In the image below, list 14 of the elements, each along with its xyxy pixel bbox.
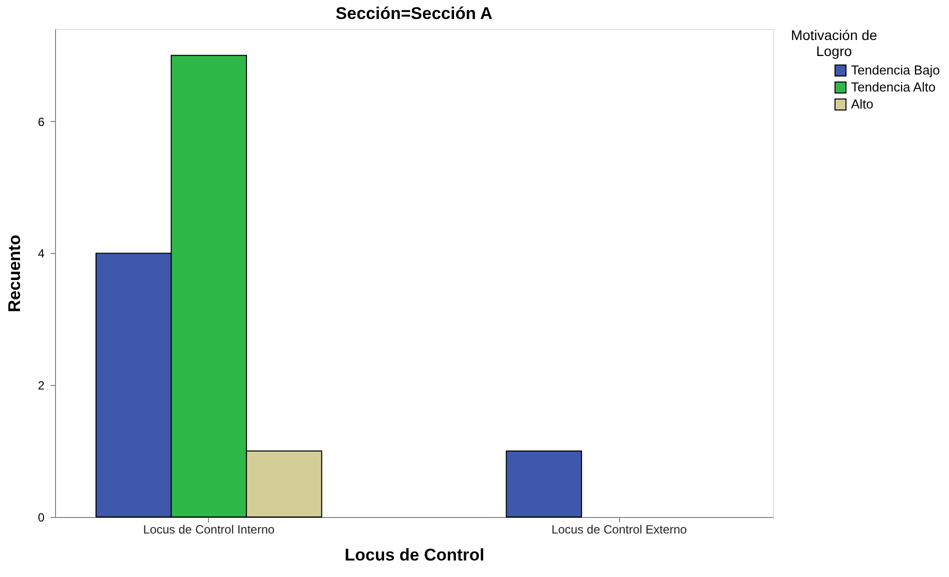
y-tick-label: 2 [38,378,45,393]
chart-title: Sección=Sección A [336,4,492,23]
y-tick-label: 6 [38,114,45,129]
x-tick-label: Locus de Control Externo [551,522,688,536]
x-tick-label: Locus de Control Interno [143,522,275,536]
x-axis-title: Locus de Control [344,546,484,564]
y-tick-label: 4 [38,246,45,261]
legend-label: Tendencia Alto [851,80,936,94]
y-axis-title: Recuento [4,234,24,312]
y-tick-label: 0 [38,510,45,524]
legend-label: Alto [851,96,874,112]
legend-title: Motivación de Logro [790,27,878,59]
bar [506,450,582,518]
legend-label: Tendencia Bajo [851,62,940,78]
